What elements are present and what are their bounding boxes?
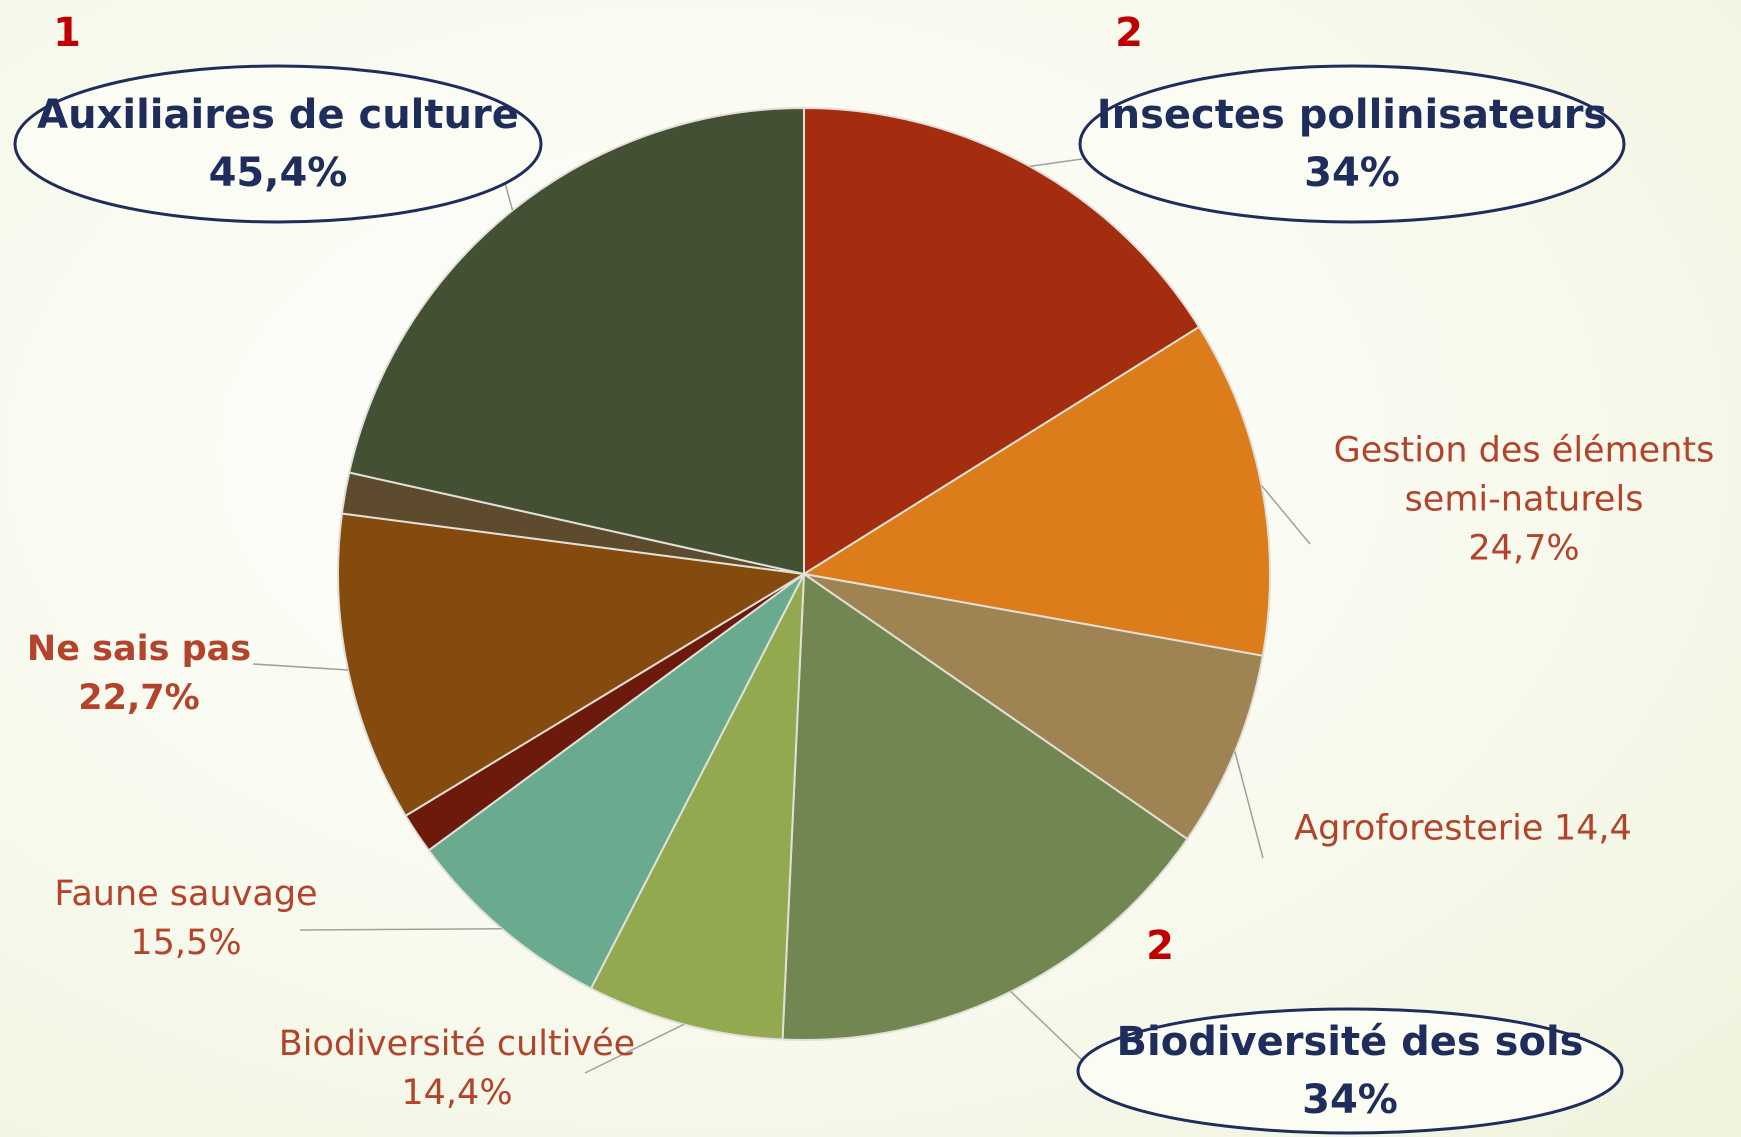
pie-slice [337, 512, 807, 818]
value-label: 14,4 [1553, 808, 1632, 849]
value-label: 34% [1304, 150, 1400, 196]
category-label: Auxiliaires de culture [37, 92, 519, 138]
slice-label: Faune sauvage 15,5% [54, 870, 317, 968]
leader-line [504, 182, 514, 211]
label-ellipse [13, 64, 543, 224]
label-ellipse [1076, 1007, 1624, 1135]
leader-line [299, 928, 502, 931]
value-label: 24,7% [1468, 528, 1580, 569]
category-label: Ne sais pas [26, 629, 252, 669]
category-label: Insectes pollinisateurs [1096, 92, 1608, 138]
slice-label: Biodiversité des sols 34% [1117, 1013, 1584, 1129]
pie-slice [589, 573, 805, 1041]
category-label: Agroforesterie [1294, 808, 1544, 849]
pie-slice [781, 572, 1189, 1041]
pie-slice [347, 106, 805, 576]
slice-label: Auxiliaires de culture 45,4% [37, 86, 519, 202]
slice-label: Gestion des éléments semi-naturels 24,7% [1309, 427, 1739, 574]
leader-line [1234, 751, 1264, 859]
value-label: 14,4% [401, 1073, 513, 1113]
pie-slice [803, 573, 1264, 841]
leader-line [584, 1023, 685, 1074]
slice-label: Agroforesterie 14,4 [1294, 805, 1632, 854]
pie-slice [803, 106, 1201, 576]
value-label: 34% [1302, 1077, 1398, 1123]
leader-line [252, 663, 349, 671]
category-label: Gestion des éléments semi-naturels [1333, 430, 1715, 520]
value-label: 45,4% [208, 150, 348, 196]
category-label: Biodiversité des sols [1116, 1019, 1584, 1065]
rank-label: 2 [1115, 10, 1143, 56]
pie-slice [801, 325, 1271, 657]
leader-line [1029, 158, 1083, 168]
label-ellipse [1078, 64, 1626, 224]
slice-label: Ne sais pas 22,7% [27, 625, 251, 723]
category-label: Faune sauvage [54, 874, 318, 914]
leader-line [1010, 991, 1083, 1061]
value-label: 15,5% [130, 923, 242, 963]
pie-slice [427, 573, 805, 990]
category-label: Biodiversité cultivée [278, 1024, 636, 1064]
rank-label: 1 [53, 10, 81, 56]
value-label: 22,7% [78, 678, 200, 718]
rank-label: 2 [1146, 923, 1174, 969]
slice-label: Insectes pollinisateurs 34% [1097, 86, 1608, 202]
slice-label: Biodiversité cultivée 14,4% [279, 1020, 635, 1118]
leader-line [1260, 484, 1311, 545]
